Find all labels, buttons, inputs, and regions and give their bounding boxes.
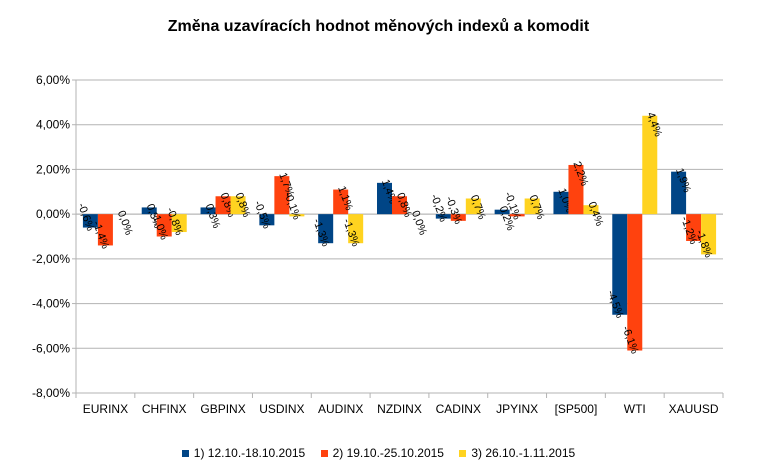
x-tick-label: WTI (624, 402, 646, 416)
bar (612, 214, 628, 315)
legend-item-series-3: 3) 26.10.-1.11.2015 (459, 446, 575, 460)
legend-label-series-3: 3) 26.10.-1.11.2015 (471, 446, 576, 460)
bar (230, 196, 246, 215)
bar (215, 196, 231, 215)
chart-title: Změna uzavíracích hodnot měnových indexů… (167, 18, 590, 35)
x-tick-label: NZDINX (377, 402, 422, 416)
bar (200, 207, 216, 215)
y-tick-label: -8,00% (32, 386, 70, 400)
bar (686, 214, 702, 241)
legend: 1) 12.10.-18.10.2015 2) 19.10.-25.10.201… (0, 446, 757, 460)
bar (97, 214, 113, 246)
x-tick-label: XAUUSD (669, 402, 719, 416)
x-tick-label: USDINX (259, 402, 304, 416)
bar (318, 214, 334, 244)
bar (141, 207, 157, 215)
y-tick-label: 6,00% (36, 73, 70, 87)
y-tick-label: 2,00% (36, 162, 70, 176)
data-label: 0,0% (409, 209, 429, 237)
legend-swatch-series-1 (181, 450, 189, 458)
y-tick-label: -4,00% (32, 297, 70, 311)
legend-swatch-series-3 (459, 450, 467, 458)
bar (509, 214, 525, 217)
bar (642, 115, 658, 215)
bar (377, 182, 392, 215)
bar (333, 189, 349, 215)
bar (553, 191, 569, 215)
y-tick-label: -6,00% (32, 341, 70, 355)
bar (583, 205, 599, 215)
x-tick-label: CADINX (436, 402, 481, 416)
y-tick-label: 4,00% (36, 118, 70, 132)
legend-item-series-2: 2) 19.10.-25.10.2015 (320, 446, 444, 460)
bar (494, 209, 510, 215)
x-tick-label: AUDINX (318, 402, 363, 416)
bar (627, 214, 643, 351)
bar (171, 214, 187, 233)
legend-item-series-1: 1) 12.10.-18.10.2015 (181, 446, 306, 460)
x-tick-label: CHFINX (142, 402, 187, 416)
legend-label-series-1: 1) 12.10.-18.10.2015 (193, 446, 306, 460)
legend-swatch-series-2 (320, 450, 328, 458)
bar (289, 214, 305, 217)
bar (274, 176, 290, 215)
bar (524, 198, 540, 215)
bar (348, 214, 364, 244)
bar (568, 164, 584, 215)
bar (156, 214, 172, 237)
y-tick-label: -2,00% (32, 252, 70, 266)
data-label: -0,5% (251, 199, 272, 230)
bar (671, 171, 687, 215)
bar (392, 196, 407, 215)
y-tick-label: 0,00% (36, 207, 70, 221)
bar (82, 214, 98, 228)
x-tick-label: EURINX (83, 402, 128, 416)
bar (435, 214, 451, 219)
x-tick-label: JPYINX (496, 402, 538, 416)
bar (701, 214, 717, 255)
bar (450, 214, 466, 221)
x-tick-label: GBPINX (200, 402, 245, 416)
x-tick-label: [SP500] (555, 402, 598, 416)
legend-label-series-2: 2) 19.10.-25.10.2015 (332, 446, 444, 460)
bar (259, 214, 275, 226)
data-label: 0,0% (115, 209, 135, 237)
bar (465, 198, 481, 215)
